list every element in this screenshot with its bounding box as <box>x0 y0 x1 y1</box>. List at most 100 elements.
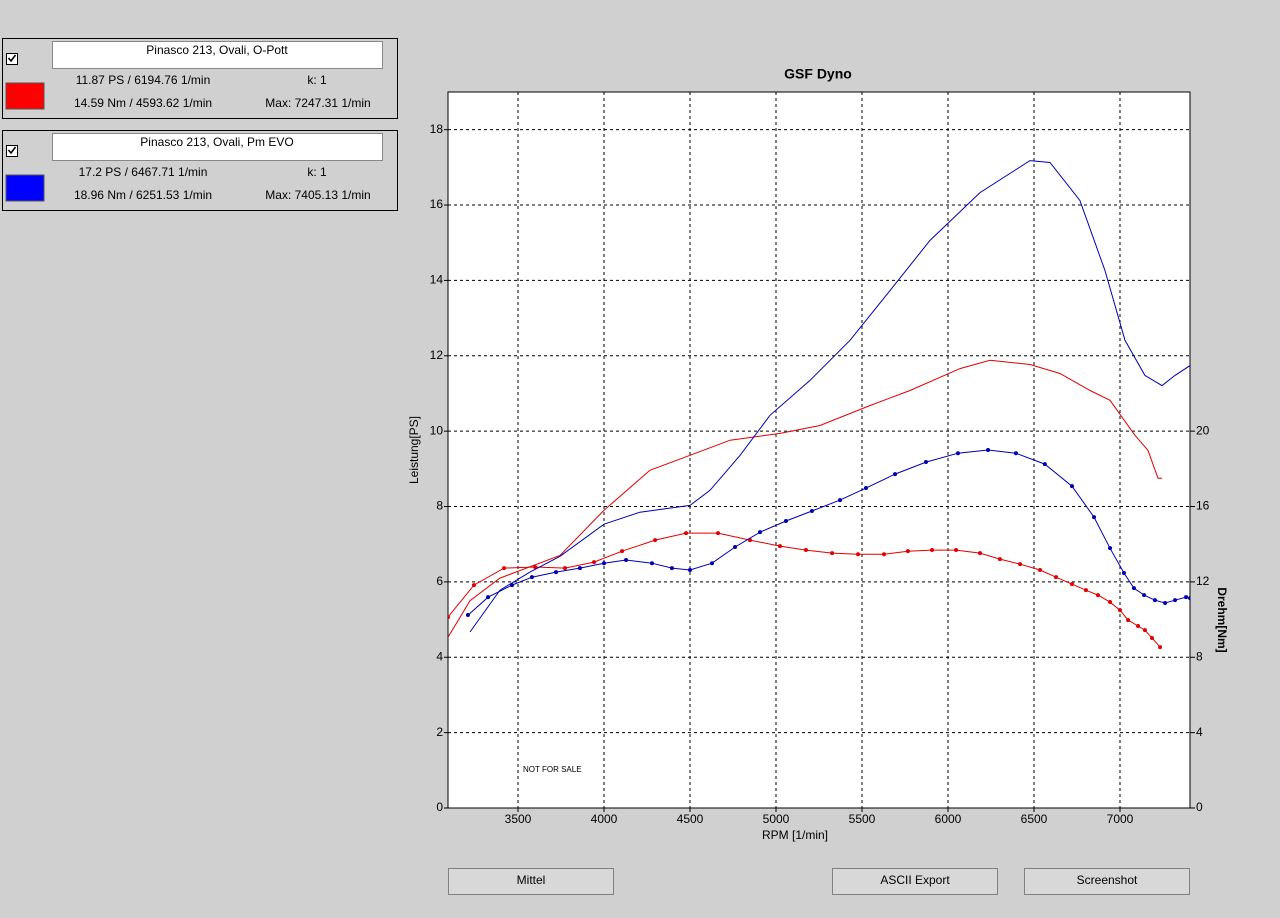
series-point <box>502 566 507 571</box>
series-point <box>986 448 991 452</box>
series-point <box>1136 623 1141 628</box>
series-point <box>1092 515 1097 520</box>
series-point <box>1042 462 1047 467</box>
series-point <box>1142 593 1147 598</box>
series-point <box>1108 546 1113 551</box>
series-point <box>1152 598 1157 603</box>
watermark: NOT FOR SALE <box>523 765 582 774</box>
y-axis-label: Leistung[PS] <box>407 416 421 484</box>
k-factor: k: 1 <box>307 165 327 179</box>
chart-title: GSF Dyno <box>784 66 852 82</box>
series-point <box>1188 596 1190 601</box>
series-point <box>930 548 935 553</box>
series-point <box>486 595 491 600</box>
series-point <box>1142 628 1147 633</box>
series-point <box>1131 586 1136 591</box>
color-swatch <box>5 82 45 110</box>
button-face <box>832 868 998 895</box>
plot-area <box>447 91 1191 809</box>
y2-tick-label: 4 <box>1196 725 1203 739</box>
run-name: Pinasco 213, Ovali, Pm EVO <box>140 135 293 149</box>
x-tick-label: 3500 <box>505 812 532 826</box>
series-point <box>997 557 1002 562</box>
series-point <box>758 530 763 535</box>
series-point <box>893 472 898 477</box>
y-tick-label: 18 <box>430 122 444 136</box>
y2-tick-label: 12 <box>1196 574 1210 588</box>
series-point <box>1173 598 1178 603</box>
series-point <box>1095 593 1100 598</box>
x-tick-label: 4000 <box>591 812 618 826</box>
series-point <box>653 538 658 543</box>
k-factor: k: 1 <box>307 73 327 87</box>
torque-peak: 18.96 Nm / 6251.53 1/min <box>74 188 212 202</box>
series-point <box>624 558 629 563</box>
series-point <box>923 460 928 465</box>
y-tick-label: 8 <box>436 499 443 513</box>
series-point <box>954 548 959 553</box>
series-point <box>1013 451 1018 456</box>
run-name: Pinasco 213, Ovali, O-Pott <box>146 43 288 57</box>
series-point <box>1121 571 1126 576</box>
button[interactable]: ASCII Export <box>832 868 998 895</box>
color-swatch <box>5 174 45 202</box>
series-point <box>783 519 788 524</box>
series-point <box>863 486 868 491</box>
y-tick-label: 2 <box>436 725 443 739</box>
y2-tick-label: 16 <box>1196 499 1210 513</box>
series-point <box>684 531 689 536</box>
series-point <box>562 566 567 571</box>
power-peak: 11.87 PS / 6194.76 1/min <box>76 73 211 87</box>
series-point <box>1070 484 1075 489</box>
series-line <box>469 160 1190 633</box>
x-tick-label: 6500 <box>1021 812 1048 826</box>
series-point <box>688 568 693 573</box>
checkbox[interactable] <box>6 53 18 65</box>
series-point <box>777 544 782 549</box>
x-tick-label: 6000 <box>935 812 962 826</box>
y2-axis-label: Drehm[Nm] <box>1215 587 1229 652</box>
x-tick-label: 5500 <box>849 812 876 826</box>
y2-tick-label: 20 <box>1196 423 1210 437</box>
series-point <box>710 561 715 566</box>
series-point <box>1054 575 1059 580</box>
y-tick-label: 12 <box>430 348 444 362</box>
series-point <box>620 549 625 554</box>
x-axis-label: RPM [1/min] <box>762 828 828 842</box>
button-label: ASCII Export <box>880 873 950 887</box>
y2-tick-label: 0 <box>1196 800 1203 814</box>
series-point <box>602 561 607 566</box>
series-point <box>1117 608 1122 613</box>
series-point <box>837 498 842 503</box>
series-point <box>592 560 597 565</box>
series-point <box>1070 582 1075 587</box>
series-point <box>471 583 476 588</box>
series-point <box>1149 636 1154 641</box>
series-point <box>1126 618 1131 623</box>
series-point <box>554 570 559 575</box>
button[interactable]: Mittel <box>448 868 614 895</box>
series-point <box>882 552 887 557</box>
x-tick-label: 7000 <box>1107 812 1134 826</box>
name-field[interactable] <box>52 133 383 161</box>
y-tick-label: 14 <box>430 273 444 287</box>
name-field[interactable] <box>52 41 383 69</box>
series-point <box>509 583 514 588</box>
checkbox[interactable] <box>6 145 18 157</box>
series-point <box>1184 595 1189 600</box>
power-peak: 17.2 PS / 6467.71 1/min <box>79 165 208 179</box>
series-point <box>803 548 808 553</box>
button[interactable]: Screenshot <box>1024 868 1190 895</box>
series-point <box>669 566 674 571</box>
series-point <box>529 575 534 580</box>
series-point <box>1163 600 1168 605</box>
checkbox-check <box>7 54 17 63</box>
series-point <box>905 549 910 554</box>
button-label: Screenshot <box>1077 873 1138 887</box>
series-point <box>733 545 738 550</box>
y-tick-label: 16 <box>430 197 444 211</box>
series-point <box>716 531 721 536</box>
series-point <box>448 615 450 620</box>
series-point <box>955 451 960 456</box>
